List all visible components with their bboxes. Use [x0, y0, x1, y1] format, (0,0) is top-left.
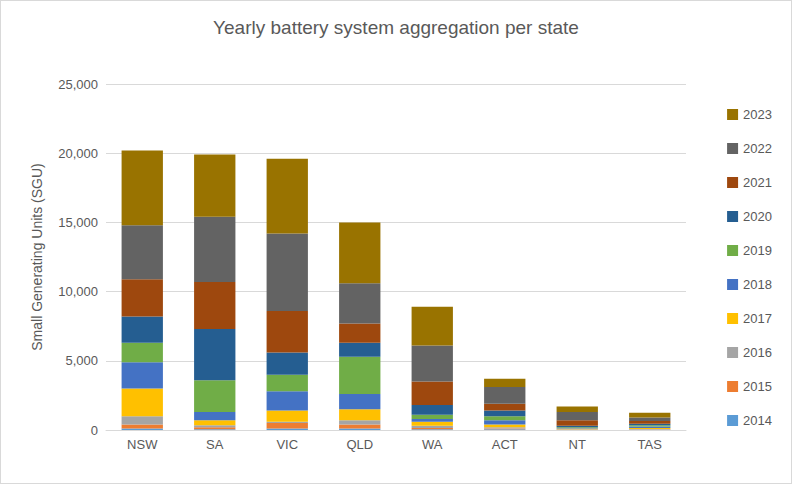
svg-text:25,000: 25,000	[58, 77, 98, 92]
svg-text:WA: WA	[422, 437, 443, 452]
svg-text:ACT: ACT	[492, 437, 518, 452]
svg-text:QLD: QLD	[346, 437, 373, 452]
svg-text:2017: 2017	[743, 311, 772, 326]
svg-text:SA: SA	[206, 437, 224, 452]
svg-text:2019: 2019	[743, 243, 772, 258]
svg-text:NSW: NSW	[127, 437, 158, 452]
svg-text:2023: 2023	[743, 107, 772, 122]
svg-text:Small Generating Units (SGU): Small Generating Units (SGU)	[29, 163, 45, 351]
svg-text:2020: 2020	[743, 209, 772, 224]
svg-text:0: 0	[91, 423, 98, 438]
svg-text:TAS: TAS	[638, 437, 663, 452]
svg-text:10,000: 10,000	[58, 284, 98, 299]
svg-text:2015: 2015	[743, 379, 772, 394]
svg-text:VIC: VIC	[276, 437, 298, 452]
svg-text:5,000: 5,000	[65, 353, 98, 368]
svg-text:Yearly battery system aggregat: Yearly battery system aggregation per st…	[213, 17, 579, 38]
svg-text:2021: 2021	[743, 175, 772, 190]
svg-text:2014: 2014	[743, 413, 772, 428]
svg-text:2016: 2016	[743, 345, 772, 360]
svg-text:2022: 2022	[743, 141, 772, 156]
svg-text:2018: 2018	[743, 277, 772, 292]
svg-text:15,000: 15,000	[58, 215, 98, 230]
svg-text:NT: NT	[569, 437, 586, 452]
svg-text:20,000: 20,000	[58, 146, 98, 161]
